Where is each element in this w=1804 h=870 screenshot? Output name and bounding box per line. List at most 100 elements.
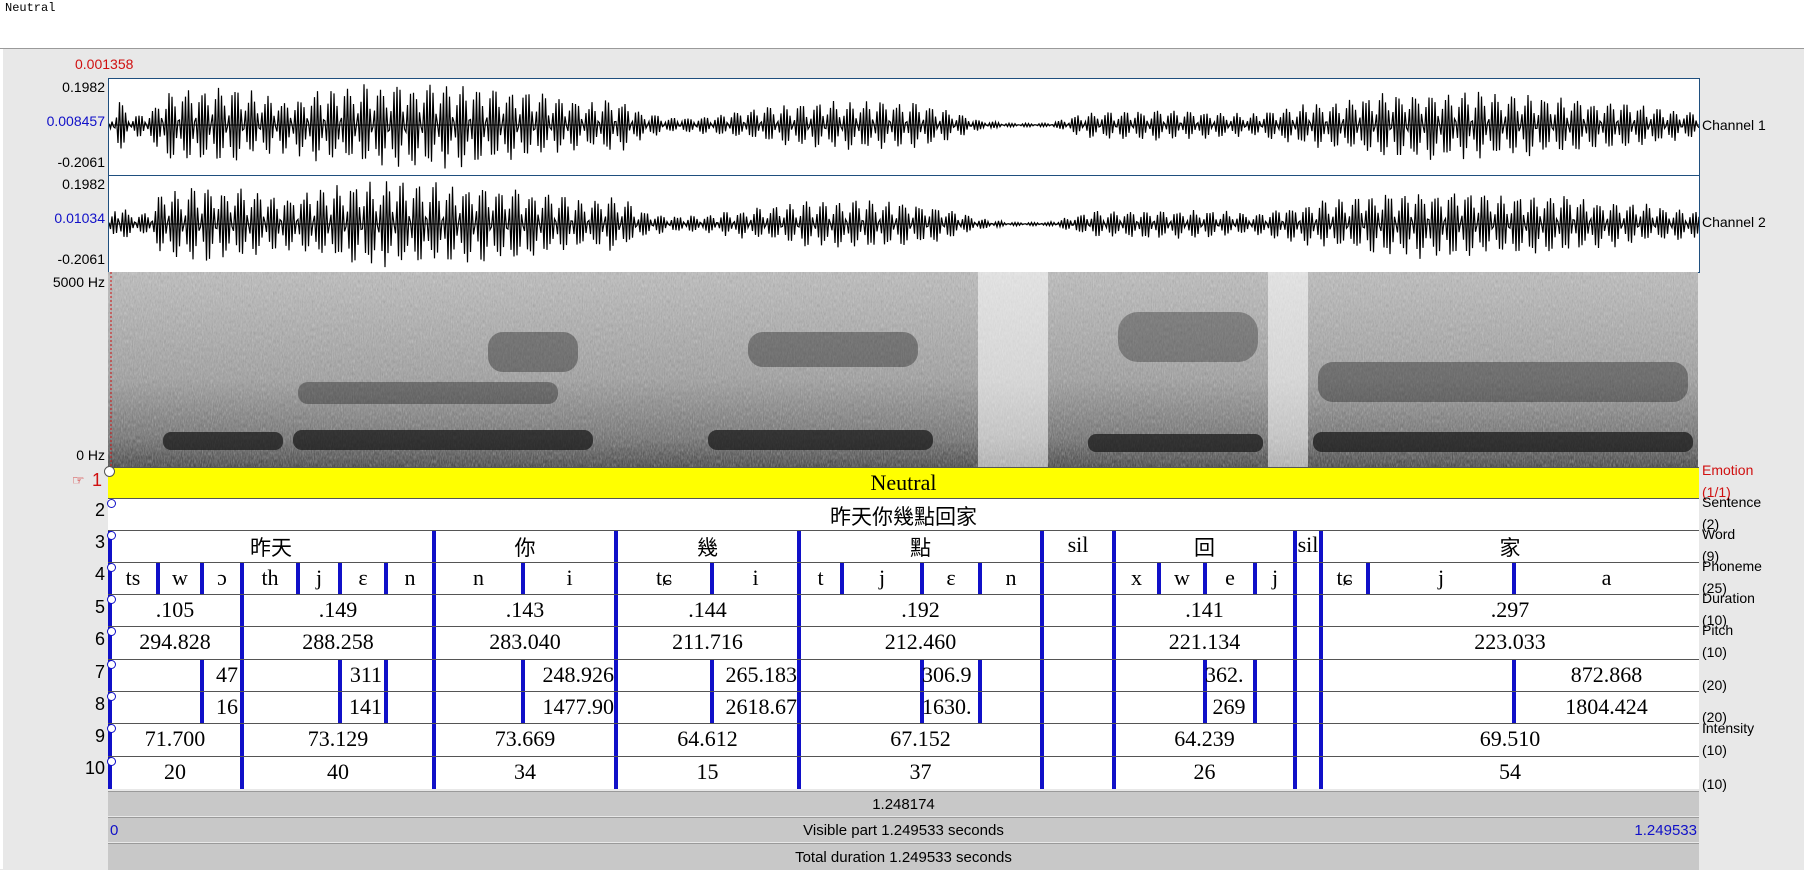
boundary[interactable] — [1203, 692, 1207, 724]
spectrogram[interactable] — [108, 272, 1698, 467]
boundary[interactable] — [338, 563, 342, 595]
total-duration-bar[interactable]: Total duration 1.249533 seconds — [108, 843, 1699, 870]
tier7-interval[interactable]: 265.183 — [725, 662, 798, 687]
pitch-interval[interactable]: 211.716 — [672, 629, 743, 654]
boundary[interactable] — [240, 563, 244, 595]
tier-8[interactable]: 16 141 1477.90 2618.67 1630. 269 1804.42… — [108, 691, 1699, 724]
boundary[interactable] — [521, 563, 525, 595]
visible-part-bar[interactable]: 0 Visible part 1.249533 seconds 1.249533 — [108, 817, 1699, 842]
tier7-interval[interactable]: 362. — [1205, 662, 1244, 687]
emotion-interval[interactable]: Neutral — [870, 470, 937, 495]
duration-interval[interactable]: .297 — [1490, 597, 1530, 622]
tier-handle[interactable] — [107, 595, 116, 604]
intensity-interval[interactable]: 67.152 — [890, 726, 951, 751]
boundary[interactable] — [1319, 692, 1323, 724]
boundary[interactable] — [240, 627, 244, 660]
intensity-interval[interactable]: 64.612 — [677, 726, 738, 751]
boundary[interactable] — [1293, 692, 1297, 724]
boundary[interactable] — [1512, 692, 1516, 724]
tier-pitch[interactable]: 294.828 288.258 283.040 211.716 212.460 … — [108, 626, 1699, 660]
phoneme-interval[interactable]: n — [473, 565, 484, 590]
phoneme-interval[interactable]: x — [1131, 565, 1142, 590]
tier-7[interactable]: 47 311 248.926 265.183 306.9 362. 872.86… — [108, 659, 1699, 692]
boundary[interactable] — [1040, 595, 1044, 627]
boundary[interactable] — [978, 660, 982, 692]
boundary[interactable] — [432, 724, 436, 757]
boundary[interactable] — [1112, 724, 1116, 757]
tier10-interval[interactable]: 20 — [164, 759, 186, 784]
boundary[interactable] — [797, 757, 801, 789]
tier-10[interactable]: 20 40 34 15 37 26 54 — [108, 756, 1699, 789]
phoneme-interval[interactable]: n — [1005, 565, 1017, 590]
phoneme-interval[interactable]: i — [752, 565, 759, 590]
boundary[interactable] — [432, 627, 436, 660]
sentence-interval[interactable]: 昨天你幾點回家 — [830, 505, 977, 529]
phoneme-interval[interactable]: i — [566, 565, 573, 590]
boundary[interactable] — [1040, 692, 1044, 724]
boundary[interactable] — [1253, 692, 1257, 724]
phoneme-interval[interactable]: j — [315, 565, 323, 590]
word-interval[interactable]: 你 — [514, 536, 536, 560]
tier8-interval[interactable]: 1477.90 — [542, 694, 615, 719]
boundary[interactable] — [296, 563, 300, 595]
tier8-interval[interactable]: 1630. — [922, 694, 972, 719]
boundary[interactable] — [432, 563, 436, 595]
phoneme-interval[interactable]: ɛ — [946, 565, 956, 590]
tier-intensity[interactable]: 71.700 73.129 73.669 64.612 67.152 64.23… — [108, 723, 1699, 757]
tier-duration[interactable]: .105 .149 .143 .144 .192 .141 .297 — [108, 594, 1699, 627]
phoneme-interval[interactable]: tɕ — [1336, 565, 1353, 590]
phoneme-interval[interactable]: ts — [125, 565, 141, 590]
boundary[interactable] — [1293, 757, 1297, 789]
boundary[interactable] — [978, 692, 982, 724]
tier-handle[interactable] — [107, 757, 116, 766]
boundary[interactable] — [1319, 757, 1323, 789]
tier-phoneme[interactable]: ts w ɔ th j ɛ n n i tɕ i t j ɛ n x w e j… — [108, 562, 1699, 595]
boundary[interactable] — [1319, 595, 1323, 627]
boundary[interactable] — [1319, 531, 1323, 563]
boundary[interactable] — [384, 660, 388, 692]
duration-interval[interactable]: .144 — [688, 597, 727, 622]
tier-handle[interactable] — [107, 627, 116, 636]
boundary[interactable] — [1112, 531, 1116, 563]
tier7-interval[interactable]: 248.926 — [542, 662, 615, 687]
phoneme-interval[interactable]: n — [404, 565, 416, 590]
duration-interval[interactable]: .105 — [155, 597, 195, 622]
boundary[interactable] — [1112, 757, 1116, 789]
phoneme-interval[interactable]: j — [878, 565, 886, 590]
intensity-interval[interactable]: 73.669 — [494, 726, 556, 751]
boundary[interactable] — [614, 563, 618, 595]
boundary[interactable] — [710, 692, 714, 724]
tier7-interval[interactable]: 311 — [349, 662, 382, 687]
boundary[interactable] — [978, 563, 982, 595]
phoneme-interval[interactable]: j — [1437, 565, 1445, 590]
phoneme-interval[interactable]: t — [817, 565, 824, 590]
boundary[interactable] — [1293, 627, 1297, 660]
boundary[interactable] — [797, 692, 801, 724]
boundary[interactable] — [797, 531, 801, 563]
boundary[interactable] — [432, 692, 436, 724]
boundary[interactable] — [1319, 660, 1323, 692]
cursor-handle[interactable] — [104, 466, 115, 477]
tier8-interval[interactable]: 141 — [349, 694, 382, 719]
boundary[interactable] — [432, 531, 436, 563]
word-interval[interactable]: sil — [1297, 532, 1319, 557]
tier7-interval[interactable]: 872.868 — [1570, 662, 1643, 687]
word-interval[interactable]: 回 — [1194, 536, 1215, 560]
boundary[interactable] — [710, 563, 714, 595]
boundary[interactable] — [108, 627, 112, 660]
boundary[interactable] — [797, 595, 801, 627]
tier-handle[interactable] — [107, 531, 116, 540]
boundary[interactable] — [384, 563, 388, 595]
boundary[interactable] — [1319, 724, 1323, 757]
boundary[interactable] — [1203, 563, 1207, 595]
boundary[interactable] — [614, 660, 618, 692]
boundary[interactable] — [797, 627, 801, 660]
tier8-interval[interactable]: 1804.424 — [1565, 694, 1648, 719]
phoneme-interval[interactable]: th — [261, 565, 279, 590]
intensity-interval[interactable]: 71.700 — [144, 726, 206, 751]
pitch-interval[interactable]: 221.134 — [1168, 629, 1241, 654]
word-interval[interactable]: 家 — [1499, 536, 1521, 560]
boundary[interactable] — [200, 563, 204, 595]
intensity-interval[interactable]: 69.510 — [1479, 726, 1541, 751]
phoneme-interval[interactable]: ɔ — [217, 565, 227, 590]
